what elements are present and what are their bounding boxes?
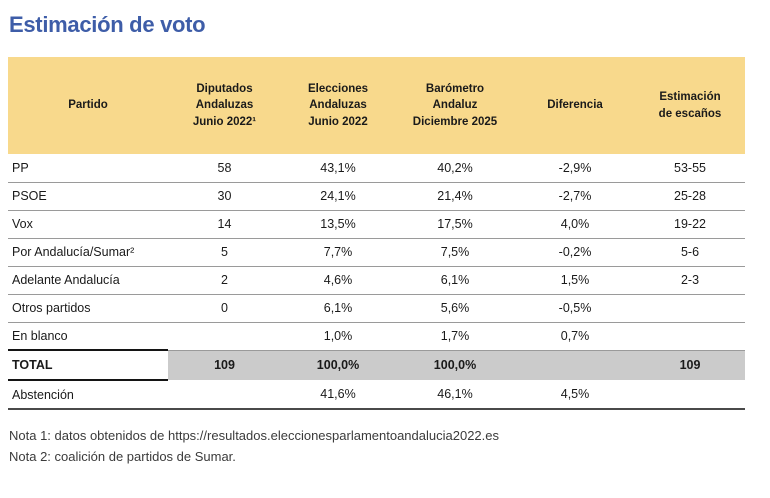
cell-partido: Otros partidos [8, 294, 168, 323]
cell-escanos: 2-3 [635, 266, 745, 295]
cell-barometro: 46,1% [395, 380, 515, 410]
cell-diferencia: -2,7% [515, 182, 635, 211]
row-psoe: PSOE 30 24,1% 21,4% -2,7% 25-28 [8, 182, 745, 211]
cell-partido: Vox [8, 210, 168, 239]
cell-partido: Adelante Andalucía [8, 266, 168, 295]
footnotes: Nota 1: datos obtenidos de https://resul… [9, 427, 745, 466]
page-title: Estimación de voto [9, 12, 206, 37]
cell-escanos [635, 380, 745, 410]
cell-diputados: 5 [168, 238, 281, 267]
cell-elecciones: 7,7% [281, 238, 395, 267]
cell-escanos [635, 322, 745, 351]
note-2: Nota 2: coalición de partidos de Sumar. [9, 449, 236, 464]
cell-barometro: 40,2% [395, 154, 515, 183]
cell-diferencia: 4,0% [515, 210, 635, 239]
column-header-estimacion-escanos: Estimación de escaños [635, 57, 745, 154]
cell-elecciones: 41,6% [281, 380, 395, 410]
cell-partido: TOTAL [8, 349, 168, 381]
cell-partido: En blanco [8, 322, 168, 351]
cell-diputados: 58 [168, 154, 281, 183]
cell-diputados: 2 [168, 266, 281, 295]
cell-elecciones: 6,1% [281, 294, 395, 323]
cell-elecciones: 100,0% [281, 350, 395, 381]
cell-elecciones: 13,5% [281, 210, 395, 239]
cell-diferencia: 0,7% [515, 322, 635, 351]
cell-diferencia [515, 350, 635, 381]
cell-diferencia: 1,5% [515, 266, 635, 295]
row-adelante-andalucia: Adelante Andalucía 2 4,6% 6,1% 1,5% 2-3 [8, 266, 745, 295]
row-vox: Vox 14 13,5% 17,5% 4,0% 19-22 [8, 210, 745, 239]
cell-partido: Abstención [8, 380, 168, 410]
cell-barometro: 21,4% [395, 182, 515, 211]
cell-diferencia: -2,9% [515, 154, 635, 183]
cell-diferencia: 4,5% [515, 380, 635, 410]
cell-barometro: 17,5% [395, 210, 515, 239]
cell-elecciones: 4,6% [281, 266, 395, 295]
cell-partido: PSOE [8, 182, 168, 211]
vote-estimation-table: Partido Diputados Andaluzas Junio 2022¹ … [8, 57, 745, 410]
row-por-andalucia-sumar: Por Andalucía/Sumar² 5 7,7% 7,5% -0,2% 5… [8, 238, 745, 267]
cell-diputados [168, 380, 281, 410]
cell-diputados [168, 322, 281, 351]
cell-barometro: 1,7% [395, 322, 515, 351]
cell-escanos: 5-6 [635, 238, 745, 267]
column-header-diferencia: Diferencia [515, 57, 635, 154]
row-abstencion: Abstención 41,6% 46,1% 4,5% [8, 380, 745, 410]
cell-diputados: 109 [168, 350, 281, 381]
cell-barometro: 7,5% [395, 238, 515, 267]
table-header-row: Partido Diputados Andaluzas Junio 2022¹ … [8, 57, 745, 154]
cell-elecciones: 1,0% [281, 322, 395, 351]
note-1: Nota 1: datos obtenidos de https://resul… [9, 428, 499, 443]
column-header-diputados-junio-2022: Diputados Andaluzas Junio 2022¹ [168, 57, 281, 154]
cell-escanos [635, 294, 745, 323]
cell-escanos: 19-22 [635, 210, 745, 239]
cell-elecciones: 43,1% [281, 154, 395, 183]
column-header-elecciones-junio-2022: Elecciones Andaluzas Junio 2022 [281, 57, 395, 154]
row-total: TOTAL 109 100,0% 100,0% 109 [8, 349, 745, 381]
cell-barometro: 5,6% [395, 294, 515, 323]
cell-barometro: 100,0% [395, 350, 515, 381]
cell-diferencia: -0,2% [515, 238, 635, 267]
row-pp: PP 58 43,1% 40,2% -2,9% 53-55 [8, 154, 745, 183]
column-header-partido: Partido [8, 57, 168, 154]
column-header-barometro-diciembre-2025: Barómetro Andaluz Diciembre 2025 [395, 57, 515, 154]
cell-diputados: 14 [168, 210, 281, 239]
cell-elecciones: 24,1% [281, 182, 395, 211]
cell-partido: PP [8, 154, 168, 183]
cell-diputados: 0 [168, 294, 281, 323]
cell-diputados: 30 [168, 182, 281, 211]
cell-diferencia: -0,5% [515, 294, 635, 323]
cell-escanos: 53-55 [635, 154, 745, 183]
row-en-blanco: En blanco 1,0% 1,7% 0,7% [8, 322, 745, 351]
cell-partido: Por Andalucía/Sumar² [8, 238, 168, 267]
cell-escanos: 109 [635, 350, 745, 381]
row-otros-partidos: Otros partidos 0 6,1% 5,6% -0,5% [8, 294, 745, 323]
cell-barometro: 6,1% [395, 266, 515, 295]
cell-escanos: 25-28 [635, 182, 745, 211]
